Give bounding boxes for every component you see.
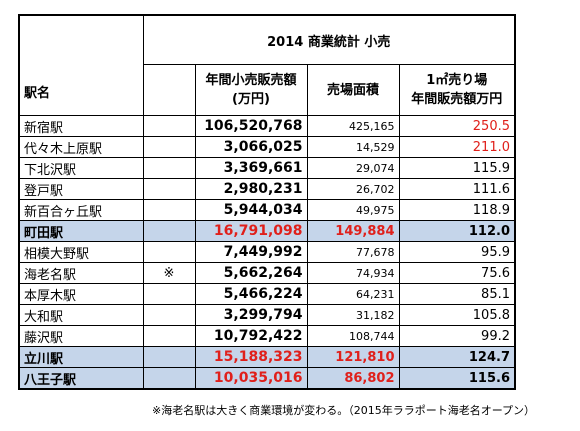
table-body: 新宿駅 106,520,768 425,165 250.5 代々木上原駅 3,066,02… xyxy=(18,115,516,390)
table-cell: 海老名駅 xyxy=(18,262,144,284)
table-cell: 77,678 xyxy=(306,241,400,263)
table-cell xyxy=(142,157,196,179)
table-cell: 115.6 xyxy=(398,367,516,390)
table-row: 本厚木駅 5,466,224 64,231 85.1 xyxy=(18,283,516,305)
table-cell: 118.9 xyxy=(398,199,516,221)
table-cell: 31,182 xyxy=(306,304,400,326)
table-cell: 7,449,992 xyxy=(194,241,308,263)
table-cell: 106,520,768 xyxy=(194,115,308,137)
table-cell xyxy=(142,115,196,137)
table-cell: 本厚木駅 xyxy=(18,283,144,305)
table-cell: 115.9 xyxy=(398,157,516,179)
table-cell: 86,802 xyxy=(306,367,400,390)
stats-table: 駅名 2014 商業統計 小売 年間小売販売額 (万円) 売場面積 1㎡売り場 … xyxy=(18,14,516,390)
table-cell: 10,792,422 xyxy=(194,325,308,347)
table-cell: 藤沢駅 xyxy=(18,325,144,347)
table-cell xyxy=(142,367,196,390)
table-cell: 99.2 xyxy=(398,325,516,347)
table-cell xyxy=(142,136,196,158)
table-cell: 登戸駅 xyxy=(18,178,144,200)
table-cell: 49,975 xyxy=(306,199,400,221)
table-row: 代々木上原駅 3,066,025 14,529 211.0 xyxy=(18,136,516,158)
table-row: 藤沢駅 10,792,422 108,744 99.2 xyxy=(18,325,516,347)
table-cell: 町田駅 xyxy=(18,220,144,242)
table-cell: 5,466,224 xyxy=(194,283,308,305)
table-cell: 250.5 xyxy=(398,115,516,137)
table-row: 八王子駅 10,035,016 86,802 115.6 xyxy=(18,367,516,390)
table-cell: 2,980,231 xyxy=(194,178,308,200)
table-row: 登戸駅 2,980,231 26,702 111.6 xyxy=(18,178,516,200)
table-row: 立川駅 15,188,323 121,810 124.7 xyxy=(18,346,516,368)
table-cell: 112.0 xyxy=(398,220,516,242)
table-cell: 29,074 xyxy=(306,157,400,179)
table-cell: 立川駅 xyxy=(18,346,144,368)
table-cell: 105.8 xyxy=(398,304,516,326)
table-cell: 85.1 xyxy=(398,283,516,305)
table-row: 海老名駅 ※ 5,662,264 74,934 75.6 xyxy=(18,262,516,284)
table-cell: 5,662,264 xyxy=(194,262,308,284)
table-cell: 10,035,016 xyxy=(194,367,308,390)
table-cell: 26,702 xyxy=(306,178,400,200)
table-cell: 15,188,323 xyxy=(194,346,308,368)
table-cell: 大和駅 xyxy=(18,304,144,326)
column-header: 1㎡売り場 年間販売額万円 xyxy=(398,64,516,116)
table-cell: 211.0 xyxy=(398,136,516,158)
table-cell xyxy=(142,220,196,242)
table-cell: ※ xyxy=(142,262,196,284)
table-cell: 3,369,661 xyxy=(194,157,308,179)
table-cell xyxy=(142,325,196,347)
table-row: 新宿駅 106,520,768 425,165 250.5 xyxy=(18,115,516,137)
table-cell xyxy=(142,178,196,200)
table-title: 2014 商業統計 小売 xyxy=(142,14,516,65)
table-row: 下北沢駅 3,369,661 29,074 115.9 xyxy=(18,157,516,179)
table-cell: 95.9 xyxy=(398,241,516,263)
table-cell: 八王子駅 xyxy=(18,367,144,390)
table-cell: 108,744 xyxy=(306,325,400,347)
table-cell: 75.6 xyxy=(398,262,516,284)
table-cell: 3,066,025 xyxy=(194,136,308,158)
table-row: 大和駅 3,299,794 31,182 105.8 xyxy=(18,304,516,326)
table-cell: 下北沢駅 xyxy=(18,157,144,179)
table-cell xyxy=(142,199,196,221)
table-cell: 14,529 xyxy=(306,136,400,158)
table-cell: 64,231 xyxy=(306,283,400,305)
table-cell: 149,884 xyxy=(306,220,400,242)
table-row: 相模大野駅 7,449,992 77,678 95.9 xyxy=(18,241,516,263)
table-row: 新百合ヶ丘駅 5,944,034 49,975 118.9 xyxy=(18,199,516,221)
table-cell: 代々木上原駅 xyxy=(18,136,144,158)
table-cell: 16,791,098 xyxy=(194,220,308,242)
table-cell: 5,944,034 xyxy=(194,199,308,221)
column-header: 年間小売販売額 (万円) xyxy=(194,64,308,116)
table-row: 町田駅 16,791,098 149,884 112.0 xyxy=(18,220,516,242)
table-cell: 425,165 xyxy=(306,115,400,137)
table-cell: 3,299,794 xyxy=(194,304,308,326)
table-cell xyxy=(142,304,196,326)
table-cell: 新百合ヶ丘駅 xyxy=(18,199,144,221)
footnote: ※海老名駅は大きく商業環境が変わる。（2015年ララポート海老名オープン） xyxy=(152,404,536,417)
table-cell: 111.6 xyxy=(398,178,516,200)
column-header xyxy=(142,64,196,116)
table-cell: 124.7 xyxy=(398,346,516,368)
table-cell xyxy=(142,241,196,263)
column-header: 駅名 xyxy=(18,14,144,116)
table-cell: 相模大野駅 xyxy=(18,241,144,263)
column-header: 売場面積 xyxy=(306,64,400,116)
table-cell: 121,810 xyxy=(306,346,400,368)
table-cell xyxy=(142,283,196,305)
table-cell xyxy=(142,346,196,368)
table-cell: 74,934 xyxy=(306,262,400,284)
table-cell: 新宿駅 xyxy=(18,115,144,137)
